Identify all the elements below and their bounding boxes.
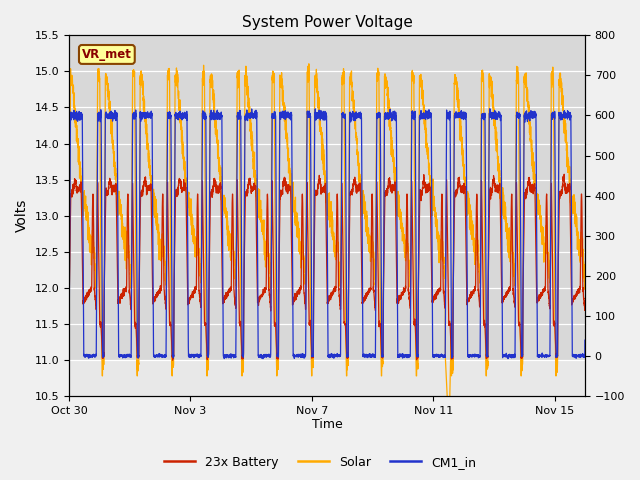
Title: System Power Voltage: System Power Voltage	[241, 15, 412, 30]
Legend: 23x Battery, Solar, CM1_in: 23x Battery, Solar, CM1_in	[159, 451, 481, 474]
Text: VR_met: VR_met	[82, 48, 132, 61]
Y-axis label: Volts: Volts	[15, 199, 29, 232]
X-axis label: Time: Time	[312, 419, 342, 432]
Bar	[69, 32, 585, 360]
